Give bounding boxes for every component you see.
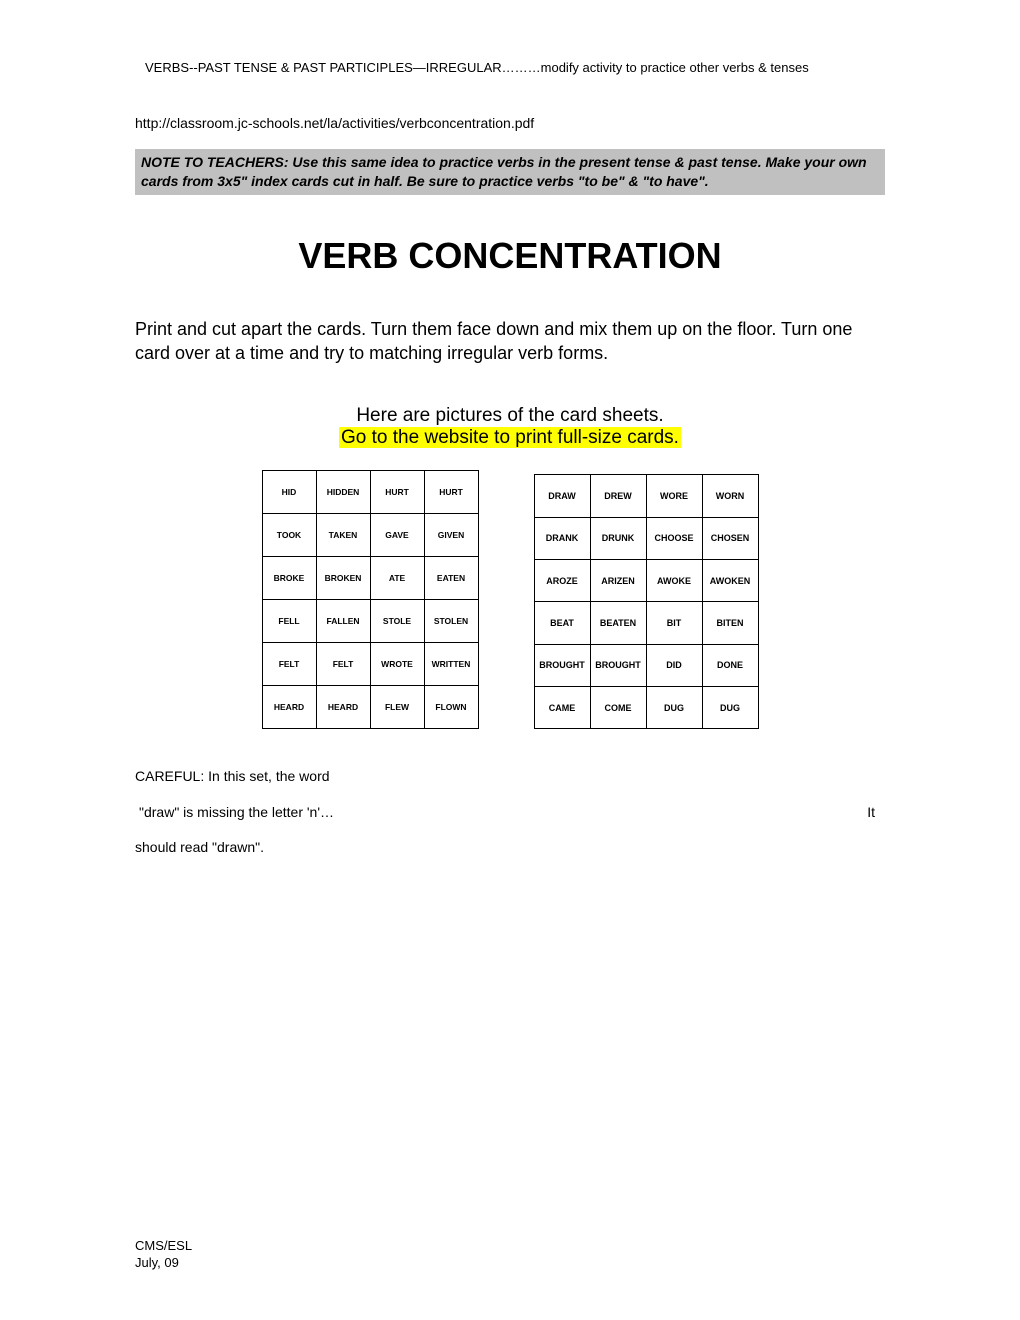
card-tables-row: HIDHIDDENHURTHURTTOOKTAKENGAVEGIVENBROKE… — [135, 474, 885, 729]
card-cell: HURT — [424, 471, 478, 514]
card-cell: BROUGHT — [590, 644, 646, 686]
card-cell: BROKE — [262, 557, 316, 600]
card-cell: DRAW — [534, 475, 590, 517]
card-cell: DUG — [702, 687, 758, 729]
careful-line-2-text: "draw" is missing the letter 'n'… — [139, 804, 334, 820]
card-cell: AWOKEN — [702, 560, 758, 602]
careful-it: It — [867, 800, 875, 825]
card-cell: CHOOSE — [646, 517, 702, 559]
careful-line-1: CAREFUL: In this set, the word — [135, 764, 885, 789]
card-cell: BEAT — [534, 602, 590, 644]
sub-instructions: Here are pictures of the card sheets. Go… — [135, 405, 885, 449]
card-cell: FELL — [262, 600, 316, 643]
card-cell: ATE — [370, 557, 424, 600]
card-cell: DID — [646, 644, 702, 686]
card-cell: HIDDEN — [316, 471, 370, 514]
card-cell: WROTE — [370, 643, 424, 686]
card-cell: HEARD — [316, 686, 370, 729]
card-cell: HID — [262, 471, 316, 514]
page-header: VERBS--PAST TENSE & PAST PARTICIPLES—IRR… — [135, 60, 885, 75]
card-cell: WORE — [646, 475, 702, 517]
card-cell: EATEN — [424, 557, 478, 600]
card-cell: GAVE — [370, 514, 424, 557]
card-cell: BIT — [646, 602, 702, 644]
card-cell: FLOWN — [424, 686, 478, 729]
card-cell: DUG — [646, 687, 702, 729]
sub-instructions-line1: Here are pictures of the card sheets. — [135, 405, 885, 427]
footer-line-2: July, 09 — [135, 1255, 192, 1272]
card-cell: FELT — [316, 643, 370, 686]
card-cell: BITEN — [702, 602, 758, 644]
sub-instructions-highlight: Go to the website to print full-size car… — [339, 427, 681, 448]
card-cell: BROKEN — [316, 557, 370, 600]
card-cell: CAME — [534, 687, 590, 729]
card-cell: FLEW — [370, 686, 424, 729]
page-title: VERB CONCENTRATION — [135, 235, 885, 277]
card-cell: DONE — [702, 644, 758, 686]
card-cell: FELT — [262, 643, 316, 686]
card-cell: HEARD — [262, 686, 316, 729]
card-cell: DREW — [590, 475, 646, 517]
card-cell: BEATEN — [590, 602, 646, 644]
card-cell: TOOK — [262, 514, 316, 557]
card-cell: WORN — [702, 475, 758, 517]
card-cell: TAKEN — [316, 514, 370, 557]
careful-note: CAREFUL: In this set, the word "draw" is… — [135, 764, 885, 860]
card-cell: DRUNK — [590, 517, 646, 559]
card-cell: DRANK — [534, 517, 590, 559]
card-cell: BROUGHT — [534, 644, 590, 686]
right-card-table: DRAWDREWWOREWORN DRANKDRUNKCHOOSECHOSEN AR… — [534, 474, 759, 729]
card-cell: STOLEN — [424, 600, 478, 643]
card-cell: AROZE — [534, 560, 590, 602]
card-cell: STOLE — [370, 600, 424, 643]
instructions-text: Print and cut apart the cards. Turn them… — [135, 317, 885, 366]
card-cell: AWOKE — [646, 560, 702, 602]
careful-line-3: should read "drawn". — [135, 835, 885, 860]
card-cell: HURT — [370, 471, 424, 514]
card-cell: GIVEN — [424, 514, 478, 557]
card-cell: COME — [590, 687, 646, 729]
card-cell: FALLEN — [316, 600, 370, 643]
footer-line-1: CMS/ESL — [135, 1238, 192, 1255]
card-cell: WRITTEN — [424, 643, 478, 686]
card-cell: ARIZEN — [590, 560, 646, 602]
teacher-note: NOTE TO TEACHERS: Use this same idea to … — [135, 149, 885, 195]
page-footer: CMS/ESL July, 09 — [135, 1238, 192, 1272]
left-card-table: HIDHIDDENHURTHURTTOOKTAKENGAVEGIVENBROKE… — [262, 470, 479, 729]
source-url: http://classroom.jc-schools.net/la/activ… — [135, 115, 885, 131]
card-cell: CHOSEN — [702, 517, 758, 559]
careful-line-2: "draw" is missing the letter 'n'… It — [135, 800, 885, 825]
